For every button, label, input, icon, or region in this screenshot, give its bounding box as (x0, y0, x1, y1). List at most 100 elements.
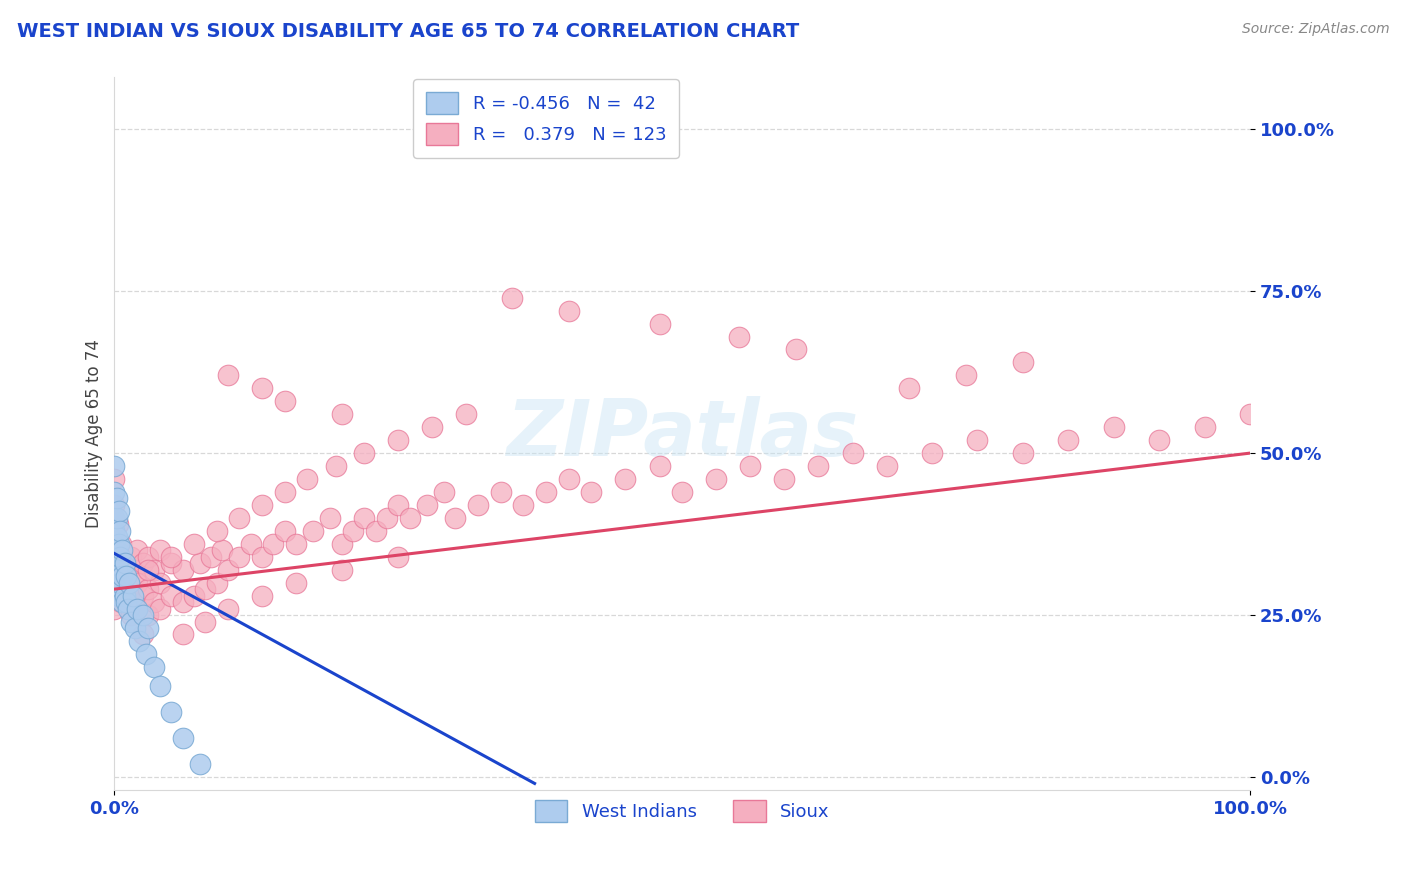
Point (108, 549, 131, 564)
Point (132, 556, 155, 570)
Text: Source: ZipAtlas.com: Source: ZipAtlas.com (1241, 22, 1389, 37)
Point (110, 595, 132, 609)
Point (103, 582, 125, 596)
Point (172, 595, 194, 609)
Point (117, 601, 139, 615)
Text: WEST INDIAN VS SIOUX DISABILITY AGE 65 TO 74 CORRELATION CHART: WEST INDIAN VS SIOUX DISABILITY AGE 65 T… (17, 22, 799, 41)
Point (132, 608, 155, 623)
Point (302, 524, 325, 538)
Point (103, 472, 125, 486)
Point (103, 563, 125, 577)
Point (108, 524, 131, 538)
Point (250, 381, 273, 395)
Point (262, 537, 284, 551)
Point (704, 472, 727, 486)
Point (467, 498, 489, 512)
Point (117, 589, 139, 603)
Point (274, 394, 297, 409)
Point (228, 511, 250, 525)
Point (138, 582, 160, 596)
Point (138, 608, 160, 623)
Point (143, 563, 166, 577)
Point (105, 491, 128, 506)
Point (110, 537, 132, 551)
Point (114, 582, 136, 596)
Point (1239, 407, 1261, 421)
Point (330, 407, 353, 421)
Point (274, 524, 297, 538)
Point (353, 446, 375, 460)
Point (127, 575, 149, 590)
Point (117, 563, 139, 577)
Point (118, 575, 141, 590)
Point (648, 458, 671, 473)
Point (114, 556, 136, 570)
Point (114, 589, 136, 603)
Point (103, 458, 125, 473)
Point (105, 582, 128, 596)
Point (205, 524, 228, 538)
Point (127, 543, 149, 558)
Point (648, 317, 671, 331)
Point (143, 595, 166, 609)
Point (183, 589, 205, 603)
Point (228, 549, 250, 564)
Point (114, 569, 136, 583)
Point (211, 543, 233, 558)
Point (955, 368, 977, 383)
Point (107, 569, 129, 583)
Point (728, 329, 751, 343)
Point (456, 407, 478, 421)
Point (740, 458, 762, 473)
Point (415, 498, 437, 512)
Point (107, 517, 129, 532)
Point (375, 511, 398, 525)
Point (103, 575, 125, 590)
Point (1194, 420, 1216, 434)
Point (103, 524, 125, 538)
Point (773, 472, 796, 486)
Point (105, 530, 128, 544)
Point (557, 303, 579, 318)
Point (108, 575, 131, 590)
Point (581, 485, 603, 500)
Point (103, 511, 125, 525)
Point (319, 511, 342, 525)
Point (143, 660, 166, 674)
Point (105, 511, 128, 525)
Point (127, 601, 149, 615)
Point (160, 705, 183, 719)
Point (121, 589, 143, 603)
Point (105, 543, 128, 558)
Point (966, 433, 988, 447)
Text: ZIPatlas: ZIPatlas (506, 396, 858, 472)
Point (330, 563, 353, 577)
Point (149, 601, 172, 615)
Point (103, 537, 125, 551)
Point (172, 731, 194, 745)
Point (107, 543, 129, 558)
Point (111, 543, 134, 558)
Point (876, 458, 898, 473)
Point (671, 485, 693, 500)
Point (1012, 446, 1035, 460)
Point (160, 556, 183, 570)
Point (111, 595, 134, 609)
Point (132, 589, 155, 603)
Point (194, 582, 217, 596)
Point (160, 589, 183, 603)
Point (103, 601, 125, 615)
Point (614, 472, 637, 486)
Point (124, 621, 146, 635)
Point (239, 537, 262, 551)
Point (120, 608, 142, 623)
Point (103, 543, 125, 558)
Point (217, 563, 239, 577)
Point (128, 634, 150, 648)
Point (108, 537, 131, 551)
Point (205, 575, 228, 590)
Point (103, 556, 125, 570)
Point (512, 498, 534, 512)
Point (250, 589, 273, 603)
Point (160, 549, 183, 564)
